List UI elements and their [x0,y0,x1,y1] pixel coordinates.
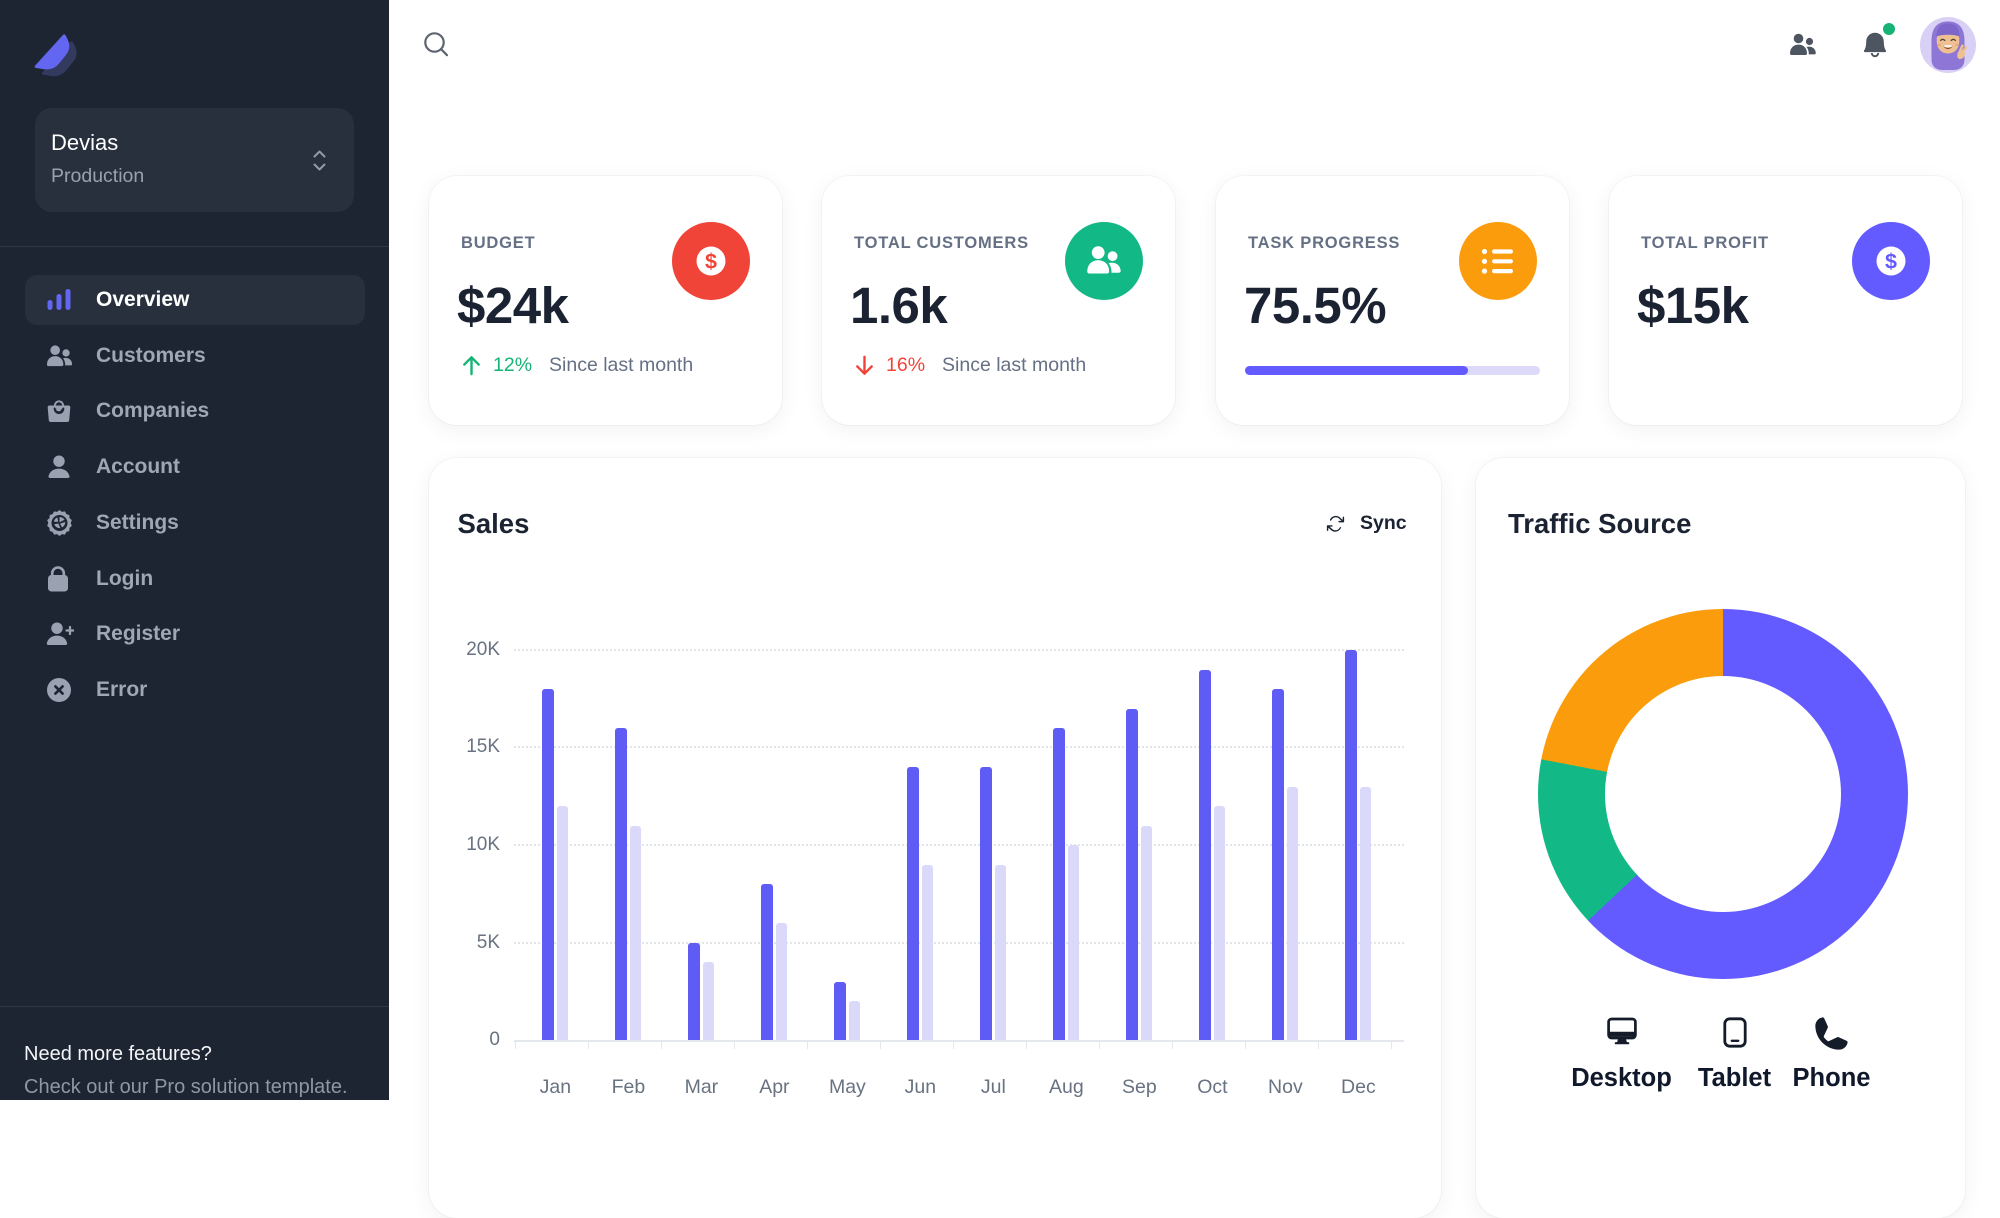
svg-text:$: $ [1885,250,1897,274]
svg-text:$: $ [705,250,717,274]
